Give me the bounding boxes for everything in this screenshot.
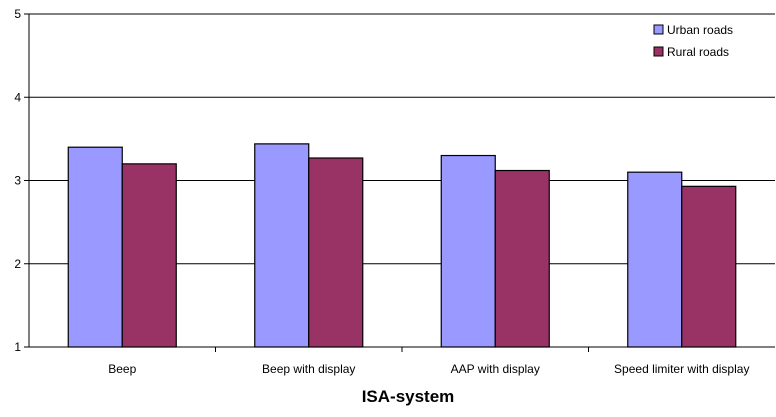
axes <box>24 13 775 352</box>
bar-rural <box>681 185 737 348</box>
bar-urban <box>254 143 310 348</box>
axis-labels: 1 2 3 4 5 Beep Beep with display AAP with displ… <box>14 7 749 376</box>
y-tick-label: 2 <box>14 257 21 271</box>
bars <box>67 143 737 348</box>
bar-urban <box>627 171 683 348</box>
x-axis-title: ISA-system <box>362 387 455 406</box>
x-tick-label: Beep <box>108 362 136 376</box>
bar-rural <box>121 163 177 348</box>
y-tick-label: 3 <box>14 174 21 188</box>
legend: Urban roads Rural roads <box>653 23 733 59</box>
legend-swatch <box>653 46 664 57</box>
bar-rural <box>308 157 364 348</box>
x-tick-label: Beep with display <box>262 362 355 376</box>
y-tick-label: 5 <box>14 7 21 21</box>
x-tick-label: AAP with display <box>451 362 540 376</box>
y-tick-label: 1 <box>14 340 21 354</box>
bar-rural <box>494 169 550 348</box>
legend-swatch <box>653 24 664 35</box>
y-tick-label: 4 <box>14 90 21 104</box>
x-tick-label: Speed limiter with display <box>614 362 749 376</box>
bar-urban <box>440 154 496 348</box>
bar-urban <box>67 146 123 348</box>
legend-label: Urban roads <box>667 23 733 37</box>
legend-label: Rural roads <box>667 45 729 59</box>
